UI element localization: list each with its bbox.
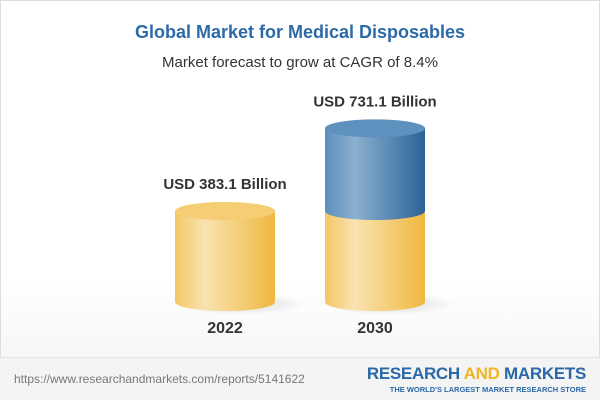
report-url[interactable]: https://www.researchandmarkets.com/repor… (14, 372, 305, 386)
logo-tagline: THE WORLD'S LARGEST MARKET RESEARCH STOR… (389, 385, 586, 394)
footer: https://www.researchandmarkets.com/repor… (0, 357, 600, 400)
logo-text-research: RESEARCH (366, 364, 464, 383)
cylinder-bar-base (175, 211, 275, 311)
cylinder-bar-base (325, 211, 425, 311)
cylinder-bar-growth (325, 128, 425, 221)
cylinder-top (325, 119, 425, 138)
chart-subtitle: Market forecast to grow at CAGR of 8.4% (162, 54, 438, 71)
research-and-markets-logo: RESEARCH AND MARKETS THE WORLD'S LARGEST… (367, 364, 586, 394)
cylinder-top (175, 202, 275, 221)
category-label: 2022 (207, 320, 243, 337)
cylinder-chart: USD 383.1 Billion 2022 USD 731.1 Billion 20… (163, 93, 455, 337)
logo-text-and: AND (463, 364, 500, 383)
data-label: USD 383.1 Billion (163, 176, 286, 193)
chart-title: Global Market for Medical Disposables (134, 22, 466, 42)
data-label: USD 731.1 Billion (313, 93, 436, 110)
logo-text-markets: MARKETS (499, 364, 586, 383)
category-label: 2030 (357, 320, 393, 337)
